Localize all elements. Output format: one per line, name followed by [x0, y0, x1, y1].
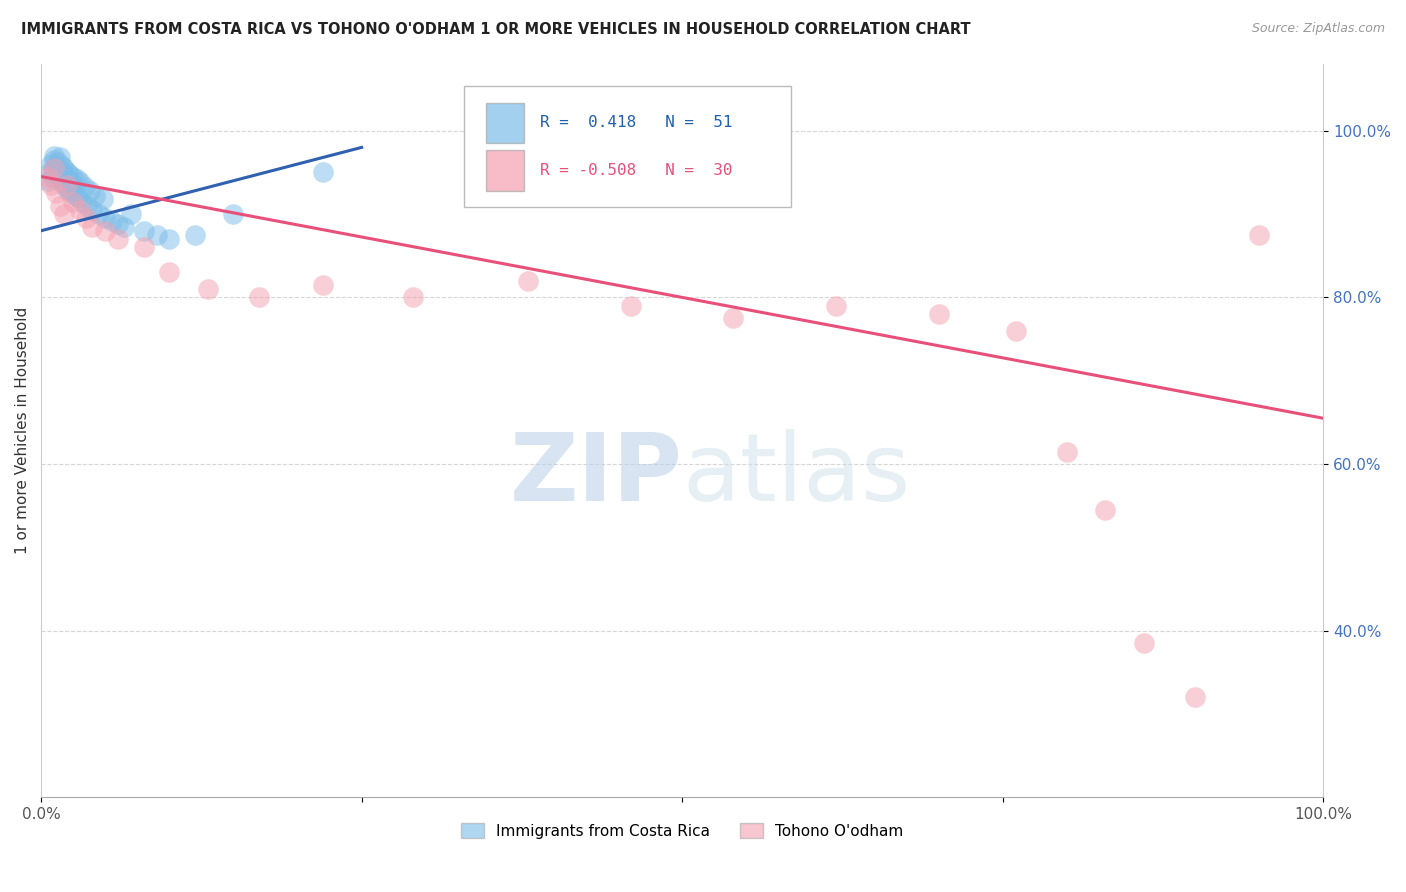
Point: [79, 184, 101, 198]
Point: [120, 207, 142, 221]
Point: [132, 224, 155, 238]
Point: [51, 175, 73, 189]
Point: [42, 149, 65, 163]
Point: [70, 194, 93, 209]
Text: R =  0.418   N =  51: R = 0.418 N = 51: [540, 115, 733, 130]
Point: [37, 174, 59, 188]
Point: [55, 178, 77, 192]
Point: [60, 186, 83, 201]
Point: [66, 172, 89, 186]
Point: [114, 219, 136, 234]
Point: [56, 174, 79, 188]
Point: [49, 150, 72, 164]
Point: [69, 202, 91, 217]
Point: [44, 159, 66, 173]
Point: [75, 211, 97, 226]
Point: [45, 167, 67, 181]
Point: [42, 153, 65, 167]
Point: [63, 178, 86, 192]
Point: [53, 178, 76, 192]
Point: [1132, 636, 1154, 650]
Text: atlas: atlas: [682, 429, 911, 521]
Point: [312, 277, 335, 292]
Point: [53, 161, 76, 176]
Point: [107, 232, 129, 246]
Point: [1184, 690, 1206, 705]
Point: [145, 227, 167, 242]
Point: [65, 188, 87, 202]
Point: [184, 227, 207, 242]
Text: Source: ZipAtlas.com: Source: ZipAtlas.com: [1251, 22, 1385, 36]
Point: [157, 265, 180, 279]
Point: [1094, 503, 1116, 517]
Point: [73, 180, 96, 194]
Point: [247, 290, 270, 304]
Point: [402, 290, 425, 304]
Point: [91, 192, 114, 206]
Point: [49, 172, 72, 186]
Point: [46, 155, 69, 169]
Point: [517, 274, 540, 288]
Point: [58, 167, 80, 181]
Point: [82, 219, 104, 234]
Point: [49, 199, 72, 213]
Point: [94, 224, 117, 238]
Point: [53, 207, 76, 221]
Point: [42, 161, 65, 176]
Point: [48, 163, 70, 178]
Point: [41, 157, 63, 171]
Point: [82, 202, 104, 217]
Point: [52, 167, 75, 181]
Point: [157, 232, 180, 246]
Point: [55, 182, 77, 196]
Point: [58, 184, 80, 198]
Point: [312, 165, 335, 179]
Point: [69, 175, 91, 189]
Point: [620, 299, 643, 313]
Y-axis label: 1 or more Vehicles in Household: 1 or more Vehicles in Household: [15, 307, 30, 554]
Point: [51, 159, 73, 173]
Point: [1249, 227, 1271, 242]
Point: [55, 165, 77, 179]
Point: [59, 175, 82, 189]
Point: [94, 211, 117, 226]
Text: ZIP: ZIP: [509, 429, 682, 521]
Point: [825, 299, 848, 313]
Legend: Immigrants from Costa Rica, Tohono O'odham: Immigrants from Costa Rica, Tohono O'odh…: [454, 816, 910, 845]
Point: [45, 186, 67, 201]
Point: [55, 169, 77, 184]
Point: [1056, 444, 1078, 458]
Point: [723, 311, 745, 326]
Point: [67, 190, 90, 204]
Point: [62, 194, 84, 209]
Point: [197, 282, 219, 296]
Point: [76, 199, 98, 213]
Point: [100, 213, 122, 227]
FancyBboxPatch shape: [486, 150, 524, 191]
Point: [41, 178, 63, 192]
Text: R = -0.508   N =  30: R = -0.508 N = 30: [540, 163, 733, 178]
Point: [84, 188, 107, 202]
Point: [222, 207, 245, 221]
Point: [928, 307, 950, 321]
FancyBboxPatch shape: [486, 103, 524, 143]
Text: IMMIGRANTS FROM COSTA RICA VS TOHONO O'ODHAM 1 OR MORE VEHICLES IN HOUSEHOLD COR: IMMIGRANTS FROM COSTA RICA VS TOHONO O'O…: [21, 22, 970, 37]
Point: [41, 169, 63, 184]
Point: [37, 169, 59, 184]
Point: [87, 207, 110, 221]
Point: [42, 161, 65, 176]
Point: [39, 165, 62, 179]
FancyBboxPatch shape: [464, 86, 792, 207]
Point: [107, 217, 129, 231]
Point: [1004, 324, 1026, 338]
Point: [62, 169, 84, 184]
Point: [132, 240, 155, 254]
